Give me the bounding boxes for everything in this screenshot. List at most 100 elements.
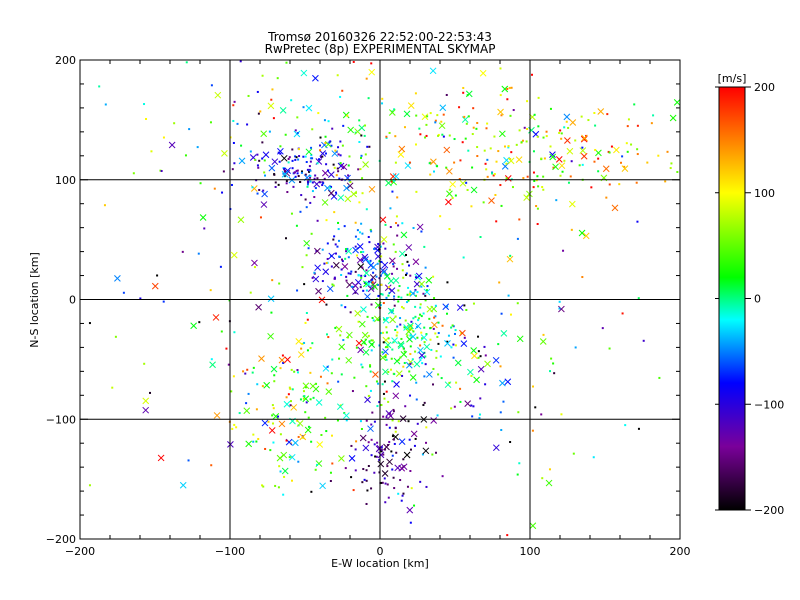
data-point (309, 157, 312, 160)
data-point-cross (362, 161, 369, 168)
data-point (370, 438, 373, 441)
data-point (376, 441, 379, 444)
data-point-cross (504, 378, 512, 386)
data-point (331, 358, 334, 361)
data-point (323, 177, 326, 180)
data-point (378, 458, 381, 461)
data-point (574, 139, 577, 142)
data-point (368, 241, 371, 244)
data-point (397, 295, 400, 298)
data-point-cross (343, 184, 350, 192)
data-point (621, 312, 624, 315)
data-point (532, 171, 535, 174)
data-point (416, 422, 419, 425)
data-point (419, 359, 422, 362)
data-point (114, 335, 117, 338)
data-point (465, 181, 468, 184)
data-point (104, 103, 107, 106)
data-point (590, 186, 593, 189)
data-point (331, 462, 334, 465)
data-point (637, 427, 640, 430)
data-point (542, 175, 545, 178)
data-point-cross (563, 113, 571, 121)
data-point (533, 179, 536, 182)
data-point (251, 186, 254, 189)
data-point-cross (332, 261, 340, 269)
data-point (381, 102, 384, 105)
data-point (531, 429, 534, 432)
data-point (295, 169, 298, 172)
data-point-cross (545, 479, 553, 487)
data-point (570, 160, 573, 163)
data-point (313, 196, 316, 199)
grid-lines (80, 60, 680, 539)
data-point (493, 135, 496, 138)
data-point (403, 361, 406, 364)
data-point (415, 398, 418, 401)
data-point-cross (357, 346, 364, 354)
data-point (338, 357, 341, 360)
data-point (453, 405, 456, 408)
data-point (385, 317, 388, 320)
data-point-cross (400, 231, 408, 239)
x-tick-label: −100 (215, 545, 245, 558)
data-point-cross (430, 158, 437, 166)
data-point (450, 346, 453, 349)
data-point (401, 305, 404, 308)
data-point (305, 161, 308, 164)
data-point (358, 119, 361, 122)
data-point-cross (362, 256, 369, 263)
data-point (366, 145, 369, 148)
data-point (419, 303, 422, 306)
data-point (256, 90, 259, 93)
data-point-cross (344, 195, 352, 203)
data-point (392, 438, 395, 441)
data-point-cross (423, 288, 431, 296)
data-point (367, 236, 370, 239)
data-point (419, 480, 422, 483)
data-point (436, 414, 439, 417)
data-point (459, 159, 462, 162)
data-point (347, 256, 350, 259)
data-point (418, 127, 421, 130)
data-point (258, 159, 261, 162)
data-point (368, 261, 371, 264)
data-point (485, 168, 488, 171)
data-point (301, 342, 304, 345)
data-point (333, 211, 336, 214)
data-point-cross (394, 464, 402, 472)
data-point (376, 262, 379, 265)
data-point (368, 340, 371, 343)
data-point (437, 342, 440, 345)
data-point (369, 370, 372, 373)
data-point (509, 441, 512, 444)
data-point (252, 440, 255, 443)
data-point (407, 286, 410, 289)
data-point (453, 161, 456, 164)
data-point-cross (516, 335, 524, 343)
data-point (423, 245, 426, 248)
data-point (288, 456, 291, 459)
data-point (285, 180, 288, 183)
data-point (311, 276, 314, 279)
data-point (537, 125, 540, 128)
data-point (295, 224, 298, 227)
data-point-cross (569, 119, 577, 126)
data-point-cross (361, 331, 369, 339)
data-point (325, 303, 328, 306)
data-point (475, 127, 478, 130)
data-point-cross (277, 147, 284, 155)
colorbar-tick-label: 0 (754, 293, 761, 306)
data-point (511, 186, 514, 189)
x-tick-label: 200 (670, 545, 691, 558)
data-point (479, 397, 482, 400)
data-point-cross (412, 258, 420, 266)
data-point-cross (389, 316, 396, 324)
data-point (388, 131, 391, 134)
data-point (425, 289, 428, 292)
data-point (334, 326, 337, 329)
data-point-cross (276, 454, 284, 462)
data-point (278, 160, 281, 163)
data-point (256, 192, 259, 195)
data-point (367, 260, 370, 263)
